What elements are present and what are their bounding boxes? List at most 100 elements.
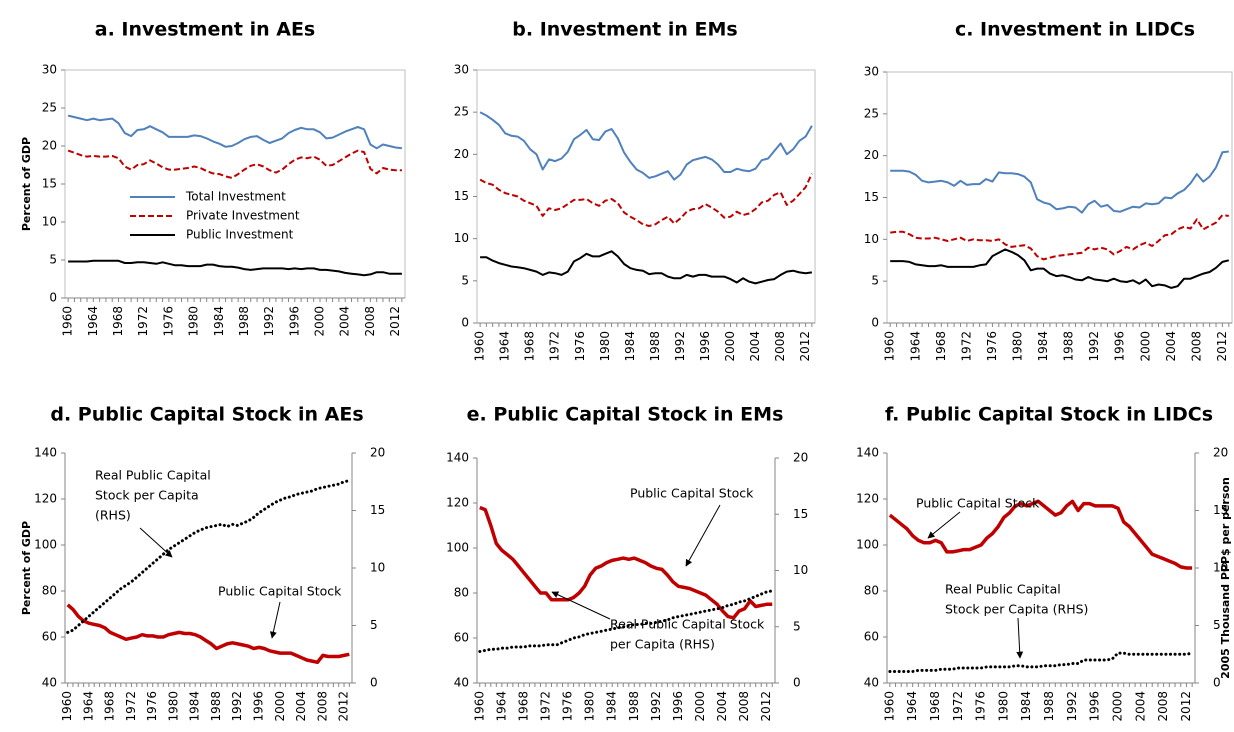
- y-tick-label: 120: [446, 496, 469, 510]
- x-tick-label: 2012: [759, 691, 773, 722]
- x-tick-label: 2004: [748, 331, 762, 362]
- legend-label: Total Investment: [185, 190, 286, 204]
- x-tick-label: 2012: [1179, 691, 1193, 722]
- x-tick-label: 1964: [905, 691, 919, 722]
- y2-tick-label: 10: [370, 561, 385, 575]
- y-tick-label: 60: [864, 630, 879, 644]
- series-line: [479, 111, 813, 181]
- x-tick-label: 1968: [111, 306, 125, 337]
- x-tick-label: 1988: [1042, 691, 1056, 722]
- x-tick-label: 1988: [627, 691, 641, 722]
- y2-tick-label: 0: [793, 676, 801, 690]
- x-tick-label: 1996: [251, 691, 265, 722]
- x-tick-label: 1984: [188, 691, 202, 722]
- x-tick-label: 1976: [573, 331, 587, 362]
- x-tick-label: 1992: [262, 306, 276, 337]
- x-tick-label: 1988: [648, 331, 662, 362]
- x-tick-label: 1972: [124, 691, 138, 722]
- chart-title: d. Public Capital Stock in AEs: [50, 404, 363, 426]
- y-tick-label: 15: [864, 190, 879, 204]
- x-tick-label: 1980: [166, 691, 180, 722]
- y-tick-label: 120: [856, 492, 879, 506]
- x-tick-label: 1976: [145, 691, 159, 722]
- y-tick-label: 5: [871, 274, 879, 288]
- x-tick-label: 1984: [623, 331, 637, 362]
- annotation: Public Capital Stock: [218, 584, 342, 599]
- x-tick-label: 1980: [583, 691, 597, 722]
- y-tick-label: 25: [42, 101, 57, 115]
- annotation: (RHS): [95, 508, 131, 523]
- x-tick-label: 1992: [1087, 331, 1101, 362]
- x-tick-label: 2012: [388, 306, 402, 337]
- x-tick-label: 1984: [212, 306, 226, 337]
- x-tick-label: 1964: [908, 331, 922, 362]
- annotation: Real Public Capital: [945, 582, 1061, 597]
- chart-title: a. Investment in AEs: [95, 19, 315, 41]
- x-tick-label: 1964: [494, 691, 508, 722]
- y-tick-label: 80: [864, 584, 879, 598]
- x-tick-label: 1964: [86, 306, 100, 337]
- annotation: Real Public Capital Stock: [610, 617, 765, 632]
- x-tick-label: 1988: [1062, 331, 1076, 362]
- y-tick-label: 20: [454, 147, 469, 161]
- x-tick-label: 1984: [1019, 691, 1033, 722]
- x-tick-label: 1980: [1010, 331, 1024, 362]
- y2-tick-label: 0: [1213, 676, 1221, 690]
- legend-label: Private Investment: [186, 209, 300, 223]
- y-tick-label: 40: [864, 676, 879, 690]
- x-tick-label: 2004: [294, 691, 308, 722]
- series-line: [68, 259, 402, 277]
- y2-tick-label: 10: [1213, 561, 1228, 575]
- x-tick-label: 1984: [1036, 331, 1050, 362]
- x-tick-label: 1972: [951, 691, 965, 722]
- y2-axis-label: 2005 Thousand PPP$ per person: [1219, 477, 1232, 679]
- y-tick-label: 5: [49, 253, 57, 267]
- y-tick-label: 120: [34, 492, 57, 506]
- y-tick-label: 140: [856, 446, 879, 460]
- series-line: [67, 149, 402, 179]
- x-tick-label: 1996: [1113, 331, 1127, 362]
- chart-title: e. Public Capital Stock in EMs: [467, 404, 784, 426]
- annotation-arrow: [269, 601, 281, 639]
- x-tick-label: 1968: [523, 331, 537, 362]
- y-tick-label: 80: [42, 584, 57, 598]
- x-tick-label: 2012: [1215, 331, 1229, 362]
- series-line: [480, 250, 813, 285]
- x-tick-label: 2000: [693, 691, 707, 722]
- y-tick-label: 40: [454, 676, 469, 690]
- chart-title: f. Public Capital Stock in LIDCs: [885, 404, 1213, 426]
- x-tick-label: 1960: [472, 691, 486, 722]
- x-tick-label: 2008: [315, 691, 329, 722]
- y2-tick-label: 5: [370, 618, 378, 632]
- x-tick-label: 1968: [103, 691, 117, 722]
- y-tick-label: 0: [461, 316, 469, 330]
- y-tick-label: 25: [454, 105, 469, 119]
- series-line: [66, 479, 351, 634]
- annotation-arrow: [551, 591, 611, 620]
- y-tick-label: 60: [454, 631, 469, 645]
- plot-frame: [476, 69, 816, 324]
- y-tick-label: 60: [42, 630, 57, 644]
- annotation: Stock per Capita (RHS): [945, 602, 1088, 617]
- x-tick-label: 1972: [548, 331, 562, 362]
- series-line: [890, 150, 1229, 214]
- y-axis-label: Percent of GDP: [20, 521, 33, 615]
- y-tick-label: 100: [34, 538, 57, 552]
- y2-tick-label: 5: [793, 619, 801, 633]
- annotation: Public Capital Stock: [630, 486, 754, 501]
- x-tick-label: 1992: [230, 691, 244, 722]
- x-tick-label: 2004: [338, 306, 352, 337]
- x-tick-label: 1996: [698, 331, 712, 362]
- series-line: [888, 499, 1193, 570]
- x-tick-label: 2008: [737, 691, 751, 722]
- annotation-arrow: [685, 504, 721, 567]
- chart-title: b. Investment in EMs: [512, 19, 737, 41]
- x-tick-label: 2004: [1133, 691, 1147, 722]
- y2-tick-label: 10: [793, 563, 808, 577]
- x-tick-label: 2000: [313, 306, 327, 337]
- plot-frame: [64, 69, 406, 299]
- y-tick-label: 100: [446, 541, 469, 555]
- x-tick-label: 1992: [1065, 691, 1079, 722]
- y2-tick-label: 15: [1213, 503, 1228, 517]
